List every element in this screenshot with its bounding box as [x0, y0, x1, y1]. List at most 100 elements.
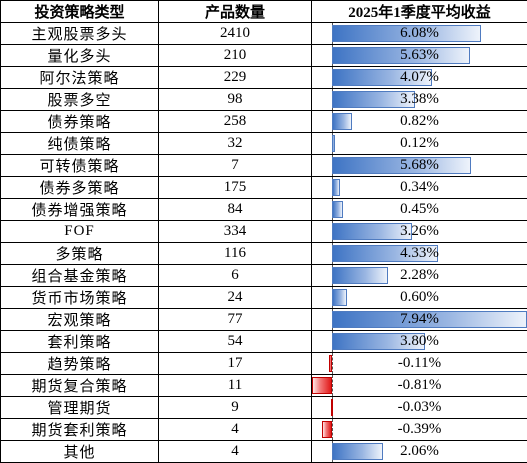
table-row: 组合基金策略 6 2.28% [0, 264, 527, 287]
strategy-name-cell: 期货复合策略 [0, 374, 159, 397]
positive-data-bar [331, 267, 388, 284]
strategy-name-cell: 宏观策略 [0, 308, 159, 331]
avg-return-label: 7.94% [400, 311, 439, 327]
positive-data-bar [331, 47, 471, 64]
avg-return-label: 0.60% [400, 289, 439, 305]
product-count-cell: 210 [158, 44, 312, 67]
strategy-name-cell: 管理期货 [0, 396, 159, 419]
positive-data-bar [331, 289, 347, 306]
strategy-name-cell: 量化多头 [0, 44, 159, 67]
strategy-name-cell: 阿尔法策略 [0, 66, 159, 89]
product-count-cell: 258 [158, 110, 312, 133]
strategy-name-cell: 多策略 [0, 242, 159, 265]
negative-data-bar [331, 399, 334, 416]
product-count-cell: 11 [158, 374, 312, 397]
avg-return-cell: -0.81% [311, 374, 527, 397]
avg-return-label: 0.82% [400, 113, 439, 129]
avg-return-cell: 2.28% [311, 264, 527, 287]
negative-data-bar [322, 421, 332, 438]
table-row: 趋势策略 17 -0.11% [0, 352, 527, 375]
table-row: 可转债策略 7 5.68% [0, 154, 527, 177]
header-row: 投资策略类型 产品数量 2025年1季度平均收益 [0, 0, 527, 23]
avg-return-cell: 5.68% [311, 154, 527, 177]
avg-return-cell: 7.94% [311, 308, 527, 331]
avg-return-cell: 6.08% [311, 22, 527, 45]
avg-return-label: 3.38% [400, 91, 439, 107]
data-bar-zero-axis [331, 375, 333, 396]
avg-return-cell: 4.33% [311, 242, 527, 265]
table-row: FOF 334 3.26% [0, 220, 527, 243]
avg-return-cell: -0.39% [311, 418, 527, 441]
product-count-cell: 98 [158, 88, 312, 111]
avg-return-label: -0.39% [397, 421, 442, 437]
avg-return-label: 3.26% [400, 223, 439, 239]
avg-return-cell: 2.06% [311, 440, 527, 463]
negative-data-bar [329, 355, 332, 372]
strategy-name-cell: 可转债策略 [0, 154, 159, 177]
product-count-cell: 84 [158, 198, 312, 221]
product-count-cell: 54 [158, 330, 312, 353]
strategy-name-cell: 组合基金策略 [0, 264, 159, 287]
avg-return-cell: -0.03% [311, 396, 527, 419]
strategy-name-cell: 主观股票多头 [0, 22, 159, 45]
strategy-name-cell: 趋势策略 [0, 352, 159, 375]
avg-return-cell: 4.07% [311, 66, 527, 89]
product-count-cell: 334 [158, 220, 312, 243]
product-count-cell: 4 [158, 440, 312, 463]
positive-data-bar [331, 333, 426, 350]
avg-return-cell: 0.45% [311, 198, 527, 221]
avg-return-cell: 0.12% [311, 132, 527, 155]
avg-return-label: 6.08% [400, 25, 439, 41]
avg-return-cell: 0.82% [311, 110, 527, 133]
product-count-cell: 229 [158, 66, 312, 89]
product-count-cell: 6 [158, 264, 312, 287]
data-bar-zero-axis [331, 353, 333, 374]
avg-return-cell: 3.80% [311, 330, 527, 353]
strategy-name-cell: 期货套利策略 [0, 418, 159, 441]
positive-data-bar [331, 157, 472, 174]
strategy-name-cell: 套利策略 [0, 330, 159, 353]
product-count-cell: 2410 [158, 22, 312, 45]
positive-data-bar [331, 443, 383, 460]
data-bar-zero-axis [331, 419, 333, 440]
avg-return-label: 4.33% [400, 245, 439, 261]
product-count-cell: 7 [158, 154, 312, 177]
table-row: 期货复合策略 11 -0.81% [0, 374, 527, 397]
table-row: 纯债策略 32 0.12% [0, 132, 527, 155]
strategy-name-cell: 其他 [0, 440, 159, 463]
avg-return-label: -0.11% [397, 355, 442, 371]
table-row: 宏观策略 77 7.94% [0, 308, 527, 331]
table-row: 阿尔法策略 229 4.07% [0, 66, 527, 89]
positive-data-bar [331, 135, 335, 152]
table-row: 主观股票多头 2410 6.08% [0, 22, 527, 45]
table-row: 债券策略 258 0.82% [0, 110, 527, 133]
table-row: 多策略 116 4.33% [0, 242, 527, 265]
positive-data-bar [331, 201, 343, 218]
avg-return-cell: 5.63% [311, 44, 527, 67]
table-row: 量化多头 210 5.63% [0, 44, 527, 67]
avg-return-cell: 3.26% [311, 220, 527, 243]
table-row: 债券多策略 175 0.34% [0, 176, 527, 199]
product-count-cell: 17 [158, 352, 312, 375]
product-count-cell: 175 [158, 176, 312, 199]
avg-return-cell: 3.38% [311, 88, 527, 111]
strategy-name-cell: 债券增强策略 [0, 198, 159, 221]
strategy-name-cell: 债券多策略 [0, 176, 159, 199]
strategy-name-cell: 股票多空 [0, 88, 159, 111]
avg-return-label: 5.68% [400, 157, 439, 173]
strategy-name-cell: 纯债策略 [0, 132, 159, 155]
table-row: 套利策略 54 3.80% [0, 330, 527, 353]
avg-return-label: 0.12% [400, 135, 439, 151]
table-row: 股票多空 98 3.38% [0, 88, 527, 111]
strategy-name-cell: 货币市场策略 [0, 286, 159, 309]
header-avg-return: 2025年1季度平均收益 [311, 0, 527, 23]
avg-return-label: 3.80% [400, 333, 439, 349]
avg-return-label: 2.28% [400, 267, 439, 283]
product-count-cell: 32 [158, 132, 312, 155]
avg-return-label: -0.03% [397, 399, 442, 415]
avg-return-cell: -0.11% [311, 352, 527, 375]
negative-data-bar [312, 377, 332, 394]
table-row: 管理期货 9 -0.03% [0, 396, 527, 419]
product-count-cell: 24 [158, 286, 312, 309]
